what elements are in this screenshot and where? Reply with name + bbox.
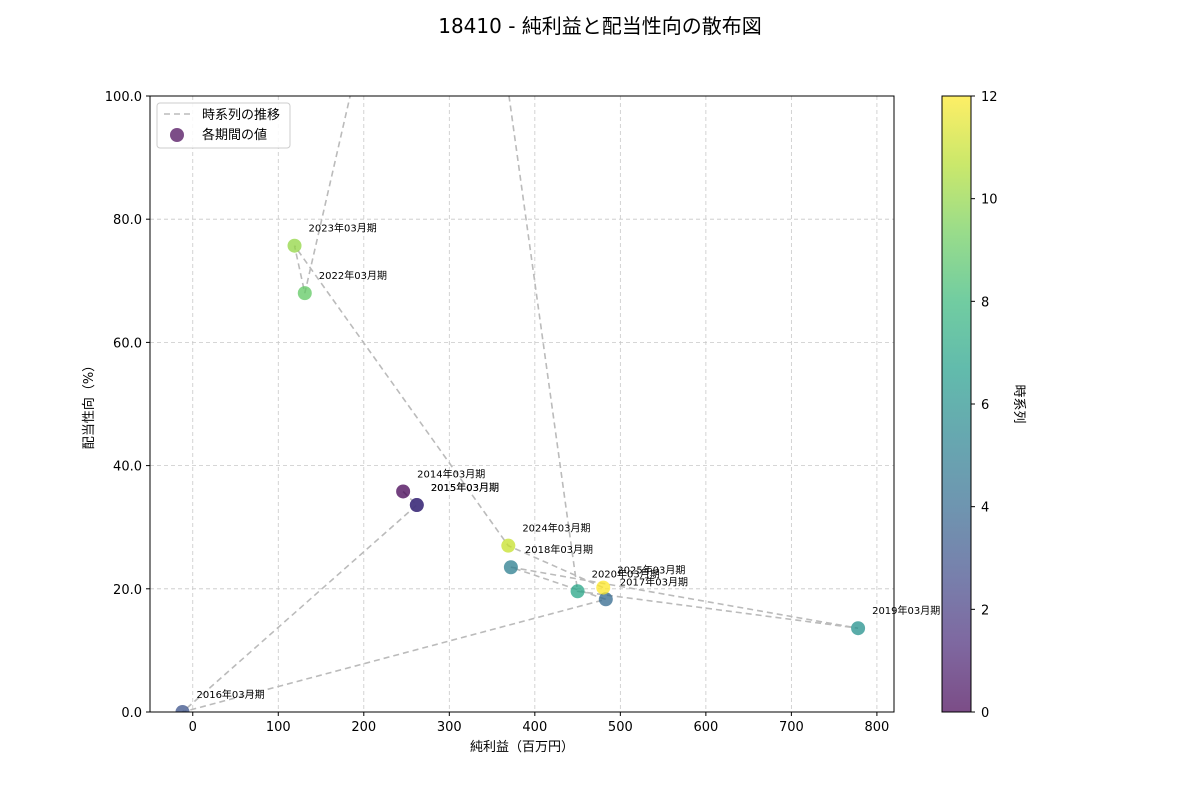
point-label: 2025年03月期 xyxy=(617,564,685,577)
y-axis-label: 配当性向（%） xyxy=(81,359,97,449)
point-label: 2015年03月期 xyxy=(431,481,499,494)
plot-frame xyxy=(149,95,895,713)
x-tick-label: 600 xyxy=(693,720,718,735)
y-tick-label: 0.0 xyxy=(121,706,142,721)
trend-line xyxy=(181,96,859,712)
y-tick-label: 60.0 xyxy=(113,336,142,351)
x-tick-label: 700 xyxy=(779,720,804,735)
data-point xyxy=(175,705,190,712)
x-tick-label: 300 xyxy=(437,720,462,735)
point-labels: 2014年03月期2015年03月期2015年03月期2016年03月期2017… xyxy=(196,222,940,701)
point-label: 2022年03月期 xyxy=(319,269,387,282)
data-point xyxy=(503,560,518,575)
legend-frame xyxy=(156,102,291,149)
y-tick-label: 40.0 xyxy=(113,460,142,475)
y-tick-label: 20.0 xyxy=(113,583,142,598)
x-tick-label: 0 xyxy=(189,720,197,735)
point-label: 2020年03月期 xyxy=(592,567,660,580)
data-point xyxy=(851,621,866,636)
data-point xyxy=(409,498,424,513)
data-point xyxy=(570,584,585,599)
y-tick-label: 80.0 xyxy=(113,213,142,228)
x-tick-label: 400 xyxy=(522,720,547,735)
x-tick-label: 500 xyxy=(608,720,633,735)
colorbar-tick-label: 2 xyxy=(981,603,989,618)
legend-scatter-label: 各期間の値 xyxy=(202,127,267,143)
x-tick-label: 100 xyxy=(266,720,291,735)
point-label: 2023年03月期 xyxy=(309,222,377,235)
x-axis: 0 100 200 300 400 500 600 700 800 xyxy=(189,712,889,735)
y-tick-label: 100.0 xyxy=(105,90,142,105)
point-label: 2019年03月期 xyxy=(872,604,940,617)
colorbar-tick-label: 4 xyxy=(981,501,989,516)
point-label: 2016年03月期 xyxy=(196,688,264,701)
colorbar-gradient xyxy=(942,96,971,712)
data-point xyxy=(297,286,312,301)
colorbar-tick-label: 10 xyxy=(981,193,998,208)
colorbar-tick-label: 0 xyxy=(981,706,989,721)
x-axis-label: 純利益（百万円） xyxy=(470,740,574,755)
colorbar-label: 時系列 xyxy=(1011,384,1026,423)
data-point xyxy=(287,238,302,253)
data-point xyxy=(501,538,516,553)
point-label: 2024年03月期 xyxy=(522,522,590,535)
colorbar-tick-label: 6 xyxy=(981,398,989,413)
point-label: 2017年03月期 xyxy=(620,575,688,588)
colorbar-tick-label: 8 xyxy=(981,295,989,310)
point-label: 2015年03月期 xyxy=(431,481,499,494)
point-label: 2014年03月期 xyxy=(417,467,485,480)
data-point xyxy=(596,580,611,595)
colorbar-tick-label: 12 xyxy=(981,90,998,105)
legend: 時系列の推移 各期間の値 xyxy=(156,102,291,149)
x-tick-label: 800 xyxy=(864,720,889,735)
y-axis: 0.0 20.0 40.0 60.0 80.0 100.0 xyxy=(105,90,150,721)
point-label: 2018年03月期 xyxy=(525,543,593,556)
data-point xyxy=(396,484,411,499)
x-tick-label: 200 xyxy=(351,720,376,735)
chart-title: 18410 - 純利益と配当性向の散布図 xyxy=(438,14,762,38)
legend-dot-swatch xyxy=(170,128,184,142)
data-point xyxy=(598,592,613,607)
colorbar: 0 2 4 6 8 10 12 時系列 xyxy=(941,90,1026,721)
legend-line-label: 時系列の推移 xyxy=(202,108,280,123)
